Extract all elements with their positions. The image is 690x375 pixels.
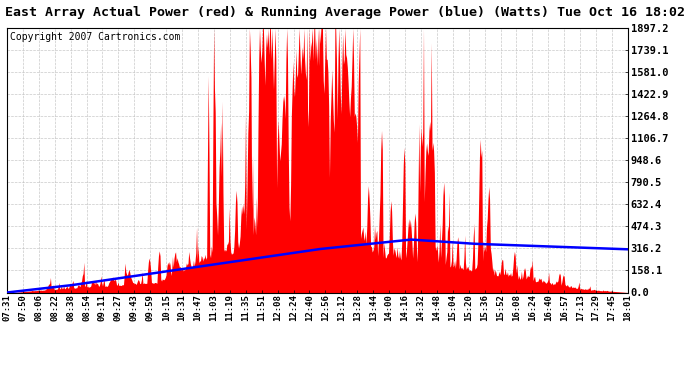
Text: Copyright 2007 Cartronics.com: Copyright 2007 Cartronics.com	[10, 32, 180, 42]
Text: East Array Actual Power (red) & Running Average Power (blue) (Watts) Tue Oct 16 : East Array Actual Power (red) & Running …	[5, 6, 685, 19]
